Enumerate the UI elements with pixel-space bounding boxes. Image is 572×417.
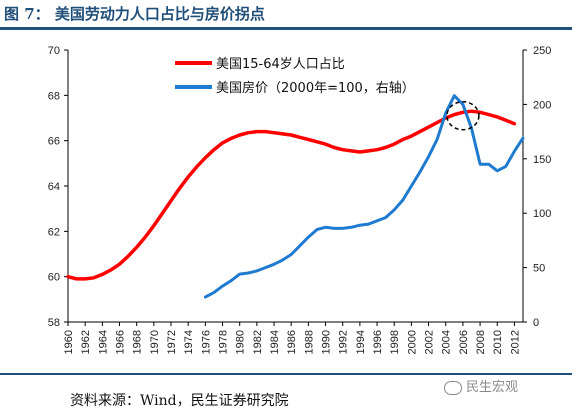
y-left-tick-label: 68 xyxy=(48,90,60,102)
x-tick-label: 2004 xyxy=(441,330,453,354)
x-tick-label: 1986 xyxy=(286,330,298,354)
y-right-tick-label: 200 xyxy=(533,99,551,111)
chart-annotations xyxy=(446,100,480,131)
chart-axes: 58 60 62 64 66 68 70 0 50 100 150 200 250 1960 1962 196… xyxy=(48,45,552,354)
title-rule xyxy=(0,27,572,30)
y-right-tick-label: 100 xyxy=(533,208,551,220)
series-line-house-price xyxy=(203,94,525,299)
x-tick-label: 1972 xyxy=(166,330,178,354)
x-tick-label: 2008 xyxy=(475,330,487,354)
y-left-tick-label: 66 xyxy=(48,136,60,148)
x-tick-label: 2000 xyxy=(406,330,418,354)
x-tick-label: 1960 xyxy=(63,330,75,354)
x-tick-label: 1964 xyxy=(97,330,109,354)
x-tick-label: 1996 xyxy=(372,330,384,354)
watermark-text: 民生宏观 xyxy=(466,380,519,395)
y-right-tick-label: 150 xyxy=(533,154,551,166)
chat-bubble-icon xyxy=(444,380,462,395)
x-tick-label: 1992 xyxy=(338,330,350,354)
x-tick-label: 1974 xyxy=(183,330,195,354)
x-tick-label: 1966 xyxy=(115,330,127,354)
figure-title: 图 7： 美国劳动力人口占比与房价拐点 xyxy=(4,5,265,23)
watermark: 民生宏观 xyxy=(444,376,518,395)
x-tick-label: 2002 xyxy=(424,330,436,354)
x-tick-label: 2010 xyxy=(492,330,504,354)
x-tick-label: 1998 xyxy=(389,330,401,354)
y-right-tick-label: 250 xyxy=(533,45,551,57)
legend-label: 美国房价（2000年=100，右轴） xyxy=(216,80,415,96)
x-tick-label: 1980 xyxy=(235,330,247,354)
x-tick-label: 1976 xyxy=(200,330,212,354)
y-right-tick-label: 0 xyxy=(533,317,539,329)
y-left-tick-label: 58 xyxy=(48,317,60,329)
y-left-tick-label: 62 xyxy=(48,226,60,238)
x-tick-label: 1990 xyxy=(321,330,333,354)
source-note: 资料来源：Wind，民生证券研究院 xyxy=(70,393,289,409)
x-tick-label: 1978 xyxy=(218,330,230,354)
bottom-rule xyxy=(0,373,572,375)
x-tick-label: 1984 xyxy=(269,330,281,354)
x-tick-label: 1994 xyxy=(355,330,367,354)
y-left-tick-label: 64 xyxy=(48,181,60,193)
chart-series xyxy=(66,94,525,299)
x-tick-label: 2012 xyxy=(509,330,521,354)
y-left-tick-label: 70 xyxy=(48,45,60,57)
legend-label: 美国15-64岁人口占比 xyxy=(216,57,345,72)
x-tick-label: 1968 xyxy=(132,330,144,354)
x-tick-label: 1970 xyxy=(149,330,161,354)
series-line-population-share xyxy=(66,109,517,281)
x-tick-label: 1962 xyxy=(80,330,92,354)
y-left-tick-label: 60 xyxy=(48,272,60,284)
x-tick-label: 2006 xyxy=(458,330,470,354)
x-tick-label: 1988 xyxy=(303,330,315,354)
y-right-tick-label: 50 xyxy=(533,263,545,275)
turning-point-ellipse xyxy=(446,100,480,131)
x-tick-label: 1982 xyxy=(252,330,264,354)
